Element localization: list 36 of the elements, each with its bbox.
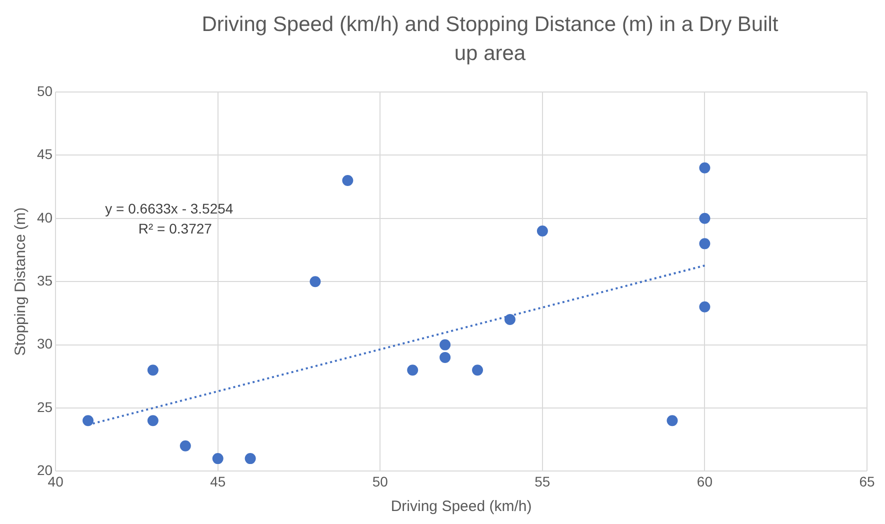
point bbox=[440, 339, 451, 350]
y-tick-label: 20 bbox=[36, 462, 53, 478]
point bbox=[699, 301, 710, 312]
point bbox=[244, 453, 256, 464]
point bbox=[310, 276, 321, 288]
x-tick-label: 50 bbox=[372, 473, 388, 490]
point bbox=[82, 415, 94, 426]
x-tick-label: 65 bbox=[859, 473, 875, 490]
x-tick-label: 60 bbox=[696, 473, 713, 490]
point bbox=[440, 352, 451, 363]
point bbox=[180, 440, 191, 452]
chart-title: Driving Speed (km/h) and Stopping Distance (m) in a Dry Built up area bbox=[200, 12, 780, 67]
point bbox=[504, 314, 516, 326]
y-tick-label: 45 bbox=[36, 146, 53, 162]
point bbox=[407, 364, 418, 376]
y-axis-title: Stopping Distance (m) bbox=[12, 207, 30, 356]
y-tick-label: 25 bbox=[36, 398, 53, 415]
point bbox=[342, 174, 354, 186]
point bbox=[699, 212, 710, 224]
point bbox=[536, 226, 548, 237]
y-tick-label: 30 bbox=[36, 336, 53, 352]
point bbox=[147, 415, 158, 426]
point bbox=[147, 364, 158, 376]
y-tick-label: 35 bbox=[36, 272, 53, 288]
y-tick-label: 40 bbox=[36, 209, 53, 226]
y-tick-label: 50 bbox=[36, 82, 53, 99]
annotation: y = 0.6633x - 3.5254 bbox=[105, 200, 234, 216]
point bbox=[699, 238, 710, 250]
point bbox=[699, 162, 710, 174]
x-axis-title: Driving Speed (km/h) bbox=[390, 498, 532, 516]
annotation: R² = 0.3727 bbox=[138, 220, 212, 236]
x-tick-label: 55 bbox=[534, 473, 550, 490]
point bbox=[212, 453, 224, 464]
x-tick-label: 45 bbox=[210, 473, 226, 490]
point bbox=[472, 364, 484, 376]
point bbox=[666, 415, 678, 426]
